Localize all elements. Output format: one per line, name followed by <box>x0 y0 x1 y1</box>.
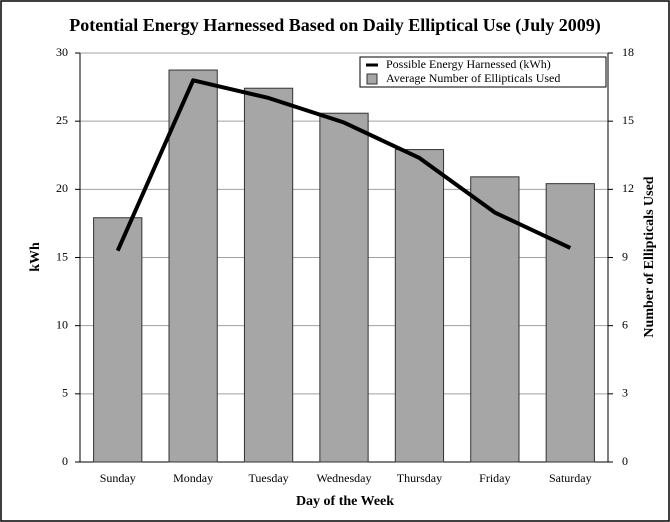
x-tick-label: Sunday <box>100 471 136 485</box>
x-tick-label: Friday <box>479 471 510 485</box>
chart-title: Potential Energy Harnessed Based on Dail… <box>69 15 601 36</box>
y2-tick-label: 15 <box>622 113 634 127</box>
x-tick-label: Monday <box>173 471 213 485</box>
x-tick-label: Thursday <box>397 471 442 485</box>
y2-tick-label: 6 <box>622 317 628 331</box>
x-tick-label: Wednesday <box>316 471 371 485</box>
y-tick-label: 30 <box>56 45 68 59</box>
y-tick-label: 5 <box>62 386 68 400</box>
bar <box>394 149 445 463</box>
bar <box>168 69 218 463</box>
line <box>115 78 572 252</box>
bar <box>243 87 294 463</box>
y2-tick-label: 12 <box>622 181 634 195</box>
y-tick-label: 10 <box>56 317 68 331</box>
y-tick-label: 20 <box>56 181 68 195</box>
y-axis-label: kWh <box>28 242 43 272</box>
bar <box>545 183 595 463</box>
legend-label: Possible Energy Harnessed (kWh) <box>386 57 551 71</box>
x-tick-label: Tuesday <box>248 471 288 485</box>
bar <box>319 112 369 463</box>
y2-axis-label: Number of Ellipticals Used <box>642 176 657 337</box>
y-tick-label: 25 <box>56 113 68 127</box>
x-tick-label: Saturday <box>549 471 592 485</box>
x-axis-label: Day of the Week <box>296 494 394 509</box>
y-tick-label: 0 <box>62 454 68 468</box>
bar <box>470 176 520 463</box>
y2-tick-label: 18 <box>622 45 634 59</box>
legend-box <box>359 56 607 88</box>
y2-tick-label: 0 <box>622 454 628 468</box>
legend-label: Average Number of Ellipticals Used <box>386 71 560 85</box>
y2-tick-label: 9 <box>622 249 628 263</box>
y2-tick-label: 3 <box>622 386 628 400</box>
legend-swatch <box>366 73 378 85</box>
bar <box>93 217 143 463</box>
y-tick-label: 15 <box>56 249 68 263</box>
